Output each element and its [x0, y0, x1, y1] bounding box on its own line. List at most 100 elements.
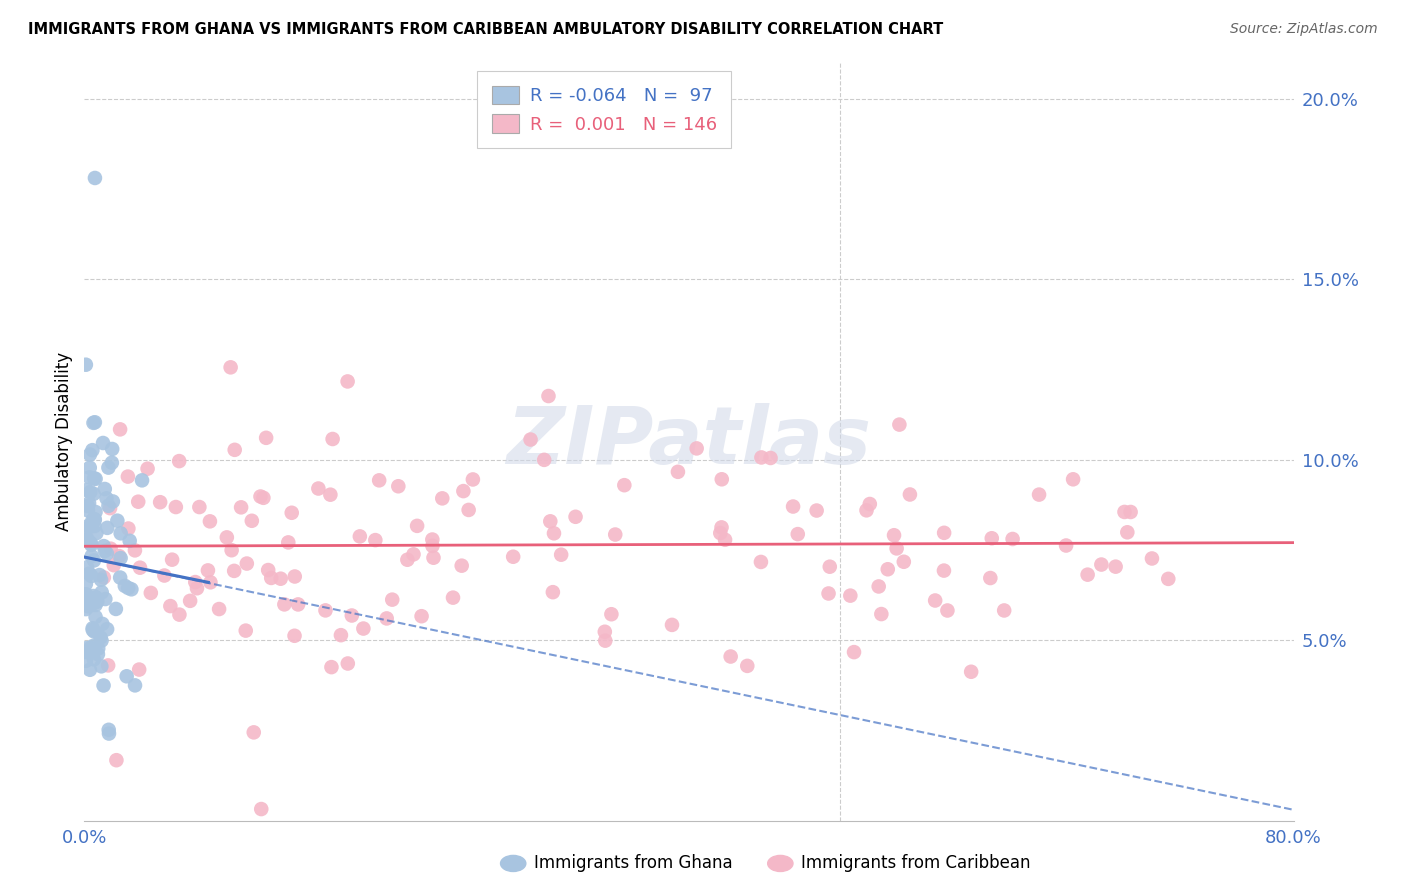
Point — [87, 641, 110, 656]
Point — [236, 557, 259, 571]
Point — [710, 472, 733, 486]
Point — [541, 585, 564, 599]
Point — [83, 624, 105, 639]
Point — [375, 611, 398, 625]
Point — [75, 602, 97, 616]
Point — [886, 541, 908, 556]
Point — [103, 558, 125, 573]
Point — [1062, 472, 1084, 486]
Point — [82, 513, 104, 527]
Point — [229, 500, 252, 515]
Point — [93, 678, 115, 692]
Point — [82, 639, 104, 653]
Point — [839, 589, 862, 603]
Point — [806, 503, 828, 517]
Point — [710, 520, 733, 534]
Point — [108, 422, 131, 436]
Point — [90, 631, 112, 645]
Point — [86, 526, 108, 541]
Point — [329, 628, 352, 642]
Point — [101, 456, 124, 470]
Point — [1001, 532, 1024, 546]
Point — [76, 560, 98, 574]
Point — [149, 495, 172, 509]
Point — [117, 469, 139, 483]
Point — [82, 644, 104, 658]
Point — [855, 503, 877, 517]
Point — [76, 533, 98, 547]
Point — [254, 431, 277, 445]
Point — [165, 500, 187, 514]
Point — [1157, 572, 1180, 586]
Point — [749, 555, 772, 569]
Point — [98, 726, 121, 740]
Point — [538, 514, 561, 528]
Point — [96, 521, 118, 535]
Point — [283, 629, 305, 643]
Point — [352, 622, 374, 636]
Point — [77, 503, 100, 517]
Point — [97, 499, 120, 513]
Point — [737, 659, 759, 673]
Point — [80, 640, 103, 655]
Point — [685, 442, 707, 456]
Point — [77, 519, 100, 533]
Point — [270, 572, 292, 586]
Point — [117, 522, 139, 536]
Point — [993, 603, 1015, 617]
Point — [184, 575, 207, 590]
Point — [167, 454, 190, 468]
Point — [533, 453, 555, 467]
Point — [250, 802, 273, 816]
Point — [124, 678, 146, 692]
Point — [97, 460, 120, 475]
Point — [709, 526, 731, 541]
Point — [90, 659, 112, 673]
Point — [108, 549, 131, 563]
Point — [94, 482, 117, 496]
Point — [79, 460, 101, 475]
Point — [82, 593, 104, 607]
Point — [80, 538, 103, 552]
Point — [321, 660, 343, 674]
Point — [450, 558, 472, 573]
Point — [406, 519, 429, 533]
Point — [117, 581, 139, 595]
Point — [120, 582, 142, 597]
Point — [139, 586, 162, 600]
Point — [87, 647, 110, 661]
Point — [336, 657, 359, 671]
Text: Immigrants from Ghana: Immigrants from Ghana — [534, 855, 733, 872]
Point — [129, 560, 152, 574]
Point — [80, 549, 103, 564]
Point — [97, 723, 120, 737]
Point — [79, 485, 101, 500]
Point — [960, 665, 983, 679]
Point — [714, 533, 737, 547]
Point — [889, 417, 911, 432]
Point — [115, 669, 138, 683]
Point — [75, 577, 97, 591]
Point — [124, 543, 146, 558]
Text: ZIPatlas: ZIPatlas — [506, 402, 872, 481]
Point — [93, 539, 115, 553]
Point — [83, 512, 105, 526]
Point — [89, 568, 111, 582]
Point — [98, 501, 121, 516]
Point — [110, 526, 132, 541]
Point — [83, 652, 105, 666]
Point — [336, 375, 359, 389]
Point — [131, 473, 153, 487]
Point — [759, 450, 782, 465]
Point — [1090, 558, 1112, 572]
Point — [613, 478, 636, 492]
Point — [883, 528, 905, 542]
Point — [1077, 567, 1099, 582]
Point — [160, 552, 183, 566]
Point — [80, 569, 103, 583]
Point — [114, 579, 136, 593]
Point — [420, 533, 443, 547]
Point — [751, 450, 773, 465]
Point — [240, 514, 263, 528]
Point — [502, 549, 524, 564]
